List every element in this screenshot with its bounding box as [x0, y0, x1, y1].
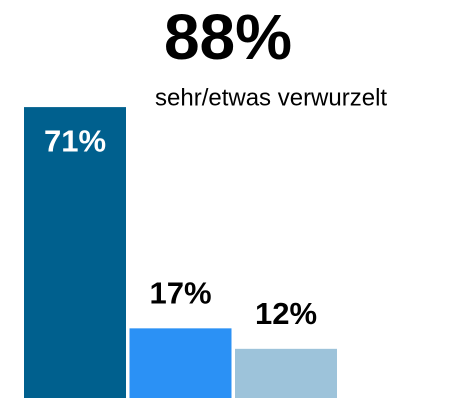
- bar: [129, 328, 232, 398]
- chart-title: 88%: [164, 1, 292, 73]
- bar: [24, 107, 126, 398]
- data-label: 71%: [44, 123, 106, 158]
- data-label: 17%: [149, 276, 211, 311]
- data-label: 12%: [255, 296, 317, 331]
- bar: [235, 348, 337, 398]
- chart-subtitle: sehr/etwas verwurzelt: [155, 84, 387, 111]
